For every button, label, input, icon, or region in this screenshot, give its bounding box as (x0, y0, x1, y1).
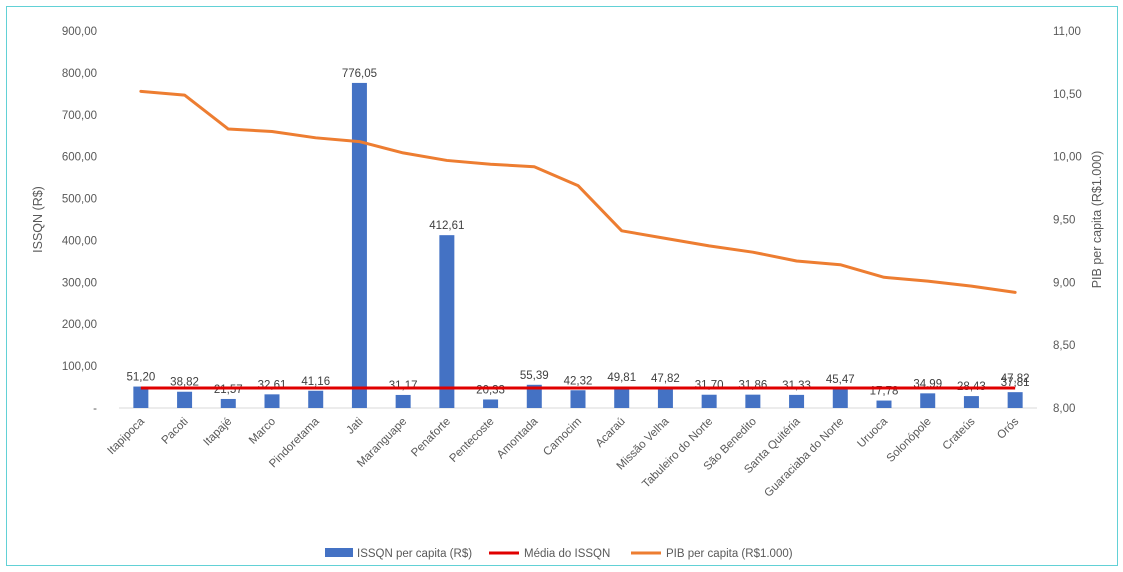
bar-data-label: 32,61 (258, 379, 287, 391)
bar (133, 386, 149, 408)
x-category-label: Acaraú (594, 416, 628, 450)
x-category-label: Jati (344, 416, 365, 437)
y2-axis-ticks: 8,00 8,50 9,00 9,50 10,00 10,50 11,00 (1053, 26, 1082, 415)
bar-data-label: 55,39 (520, 370, 549, 382)
legend-label: Média do ISSQN (524, 548, 610, 560)
bar-data-label: 412,61 (429, 220, 464, 232)
legend: ISSQN per capita (R$) Média do ISSQN PIB p… (325, 548, 793, 560)
x-category-label: Pentecoste (448, 416, 497, 465)
y2-tick-label: 8,50 (1053, 340, 1075, 352)
x-category-label: Solonópole (885, 416, 934, 465)
bar (483, 399, 499, 408)
x-category-label: Penaforte (409, 416, 453, 460)
pib-line (139, 89, 1017, 294)
bar (439, 235, 455, 408)
bar-data-label: 49,81 (607, 372, 636, 384)
x-category-label: Orós (995, 415, 1021, 441)
mean-line-label: 47,82 (1001, 373, 1030, 385)
y2-tick-label: 9,50 (1053, 215, 1075, 227)
y2-tick-label: 9,00 (1053, 277, 1075, 289)
bar-data-label: 31,70 (695, 380, 724, 392)
x-category-label: Amontada (495, 415, 541, 461)
bar (920, 393, 936, 408)
bar-data-label: 31,17 (389, 380, 418, 392)
y-tick-label: 600,00 (62, 152, 97, 164)
y-tick-label: 100,00 (62, 361, 97, 373)
x-category-label: Guaraciaba do Norte (762, 416, 846, 500)
y-tick-label: 800,00 (62, 68, 97, 80)
x-category-label: Camocim (541, 416, 584, 459)
y2-tick-label: 10,00 (1053, 152, 1082, 164)
legend-swatch-bar (325, 548, 353, 557)
y2-axis-title-text: PIB per capita (R$1.000) (1090, 151, 1104, 289)
y-axis-title-text: ISSQN (R$) (31, 186, 45, 253)
bar-data-label: 776,05 (342, 68, 377, 80)
bar (526, 384, 542, 408)
x-category-label: Itapipoca (105, 415, 147, 457)
line-series: 47,82 (139, 89, 1030, 390)
bar (395, 394, 411, 408)
bar-data-label: 51,20 (126, 372, 155, 384)
bar (220, 398, 236, 408)
bar (570, 390, 586, 408)
legend-label: PIB per capita (R$1.000) (666, 548, 793, 560)
bar (614, 387, 630, 408)
bar (745, 394, 761, 408)
y-axis-ticks: - 100,00 200,00 300,00 400,00 500,00 600,00 700… (62, 26, 97, 415)
x-category-label: Pacoti (160, 416, 191, 447)
bar (832, 388, 848, 408)
bar (963, 396, 979, 408)
bar (308, 390, 324, 408)
x-category-label: Marco (247, 416, 278, 447)
y-tick-label: - (93, 403, 97, 415)
y-tick-label: 500,00 (62, 194, 97, 206)
y-tick-label: 300,00 (62, 277, 97, 289)
bar-data-label: 38,82 (170, 377, 199, 389)
y-tick-label: 200,00 (62, 319, 97, 331)
bar (1007, 392, 1023, 408)
bar-data-label: 45,47 (826, 374, 855, 386)
y2-tick-label: 11,00 (1053, 26, 1081, 38)
bar-data-label: 41,16 (301, 376, 330, 388)
y-tick-label: 700,00 (62, 110, 97, 122)
y2-tick-label: 10,50 (1053, 89, 1082, 101)
bar (876, 400, 892, 408)
bar-data-label: 31,33 (782, 380, 811, 392)
y-tick-label: 900,00 (62, 26, 97, 38)
bar-data-labels: 51,20 38,82 21,57 32,61 41,16 776,05 31,17 412,… (126, 68, 1029, 398)
bar (789, 394, 805, 408)
chart-frame: ISSQN (R$) PIB per capita (R$1.000) - 100… (6, 6, 1118, 566)
x-category-label: Itapajé (202, 416, 235, 449)
combo-chart: ISSQN (R$) PIB per capita (R$1.000) - 100… (31, 26, 1104, 560)
bar (351, 82, 367, 409)
bar-data-label: 21,57 (214, 384, 243, 396)
bar-data-label: 31,86 (738, 380, 767, 392)
bar-data-label: 20,33 (476, 384, 505, 396)
bar-series (133, 82, 1023, 409)
y2-axis-title: PIB per capita (R$1.000) (1090, 151, 1104, 289)
x-category-label: Crateús (941, 415, 978, 452)
y-tick-label: 400,00 (62, 235, 97, 247)
y2-tick-label: 8,00 (1053, 403, 1075, 415)
legend-label: ISSQN per capita (R$) (357, 548, 472, 560)
bar (701, 394, 717, 408)
bar (177, 391, 193, 408)
bar-data-label: 37,81 (1001, 377, 1030, 389)
bar-data-label: 47,82 (651, 373, 680, 385)
bar-data-label: 42,32 (564, 375, 593, 387)
y-axis-title: ISSQN (R$) (31, 186, 45, 253)
bar (657, 387, 673, 408)
bar (264, 394, 280, 408)
x-category-label: Uruoca (855, 415, 890, 450)
